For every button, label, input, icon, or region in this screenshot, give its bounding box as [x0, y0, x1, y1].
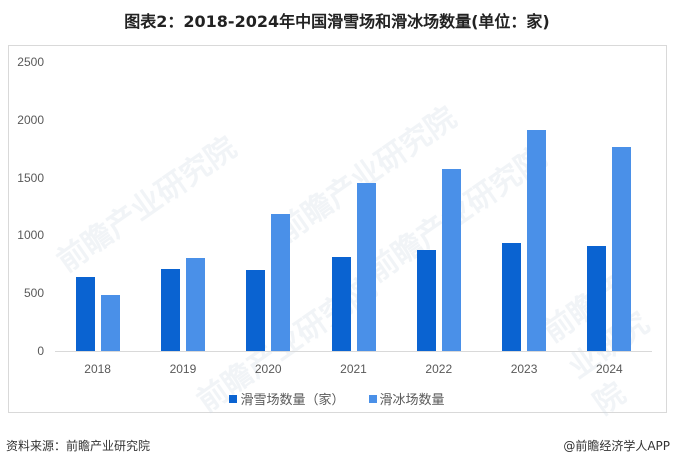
x-tick-label: 2020: [254, 362, 282, 376]
bar-ice-rinks: [527, 129, 547, 351]
legend-label-ski: 滑雪场数量（家）: [240, 393, 345, 408]
y-tick-label: 1500: [17, 170, 44, 185]
y-tick-label: 2000: [17, 112, 44, 127]
bar-ice-rinks: [100, 294, 120, 351]
x-tick-label: 2019: [169, 362, 197, 376]
bar-ice-rinks: [441, 168, 461, 351]
x-tick-label: 2023: [510, 362, 538, 376]
chart-title: 图表2：2018-2024年中国滑雪场和滑冰场数量(单位：家): [124, 12, 550, 31]
legend-item-ice: 滑冰场数量: [368, 389, 445, 408]
bar-ski-resorts: [331, 257, 351, 351]
x-tick-label: 2022: [425, 362, 453, 376]
chart-frame: [8, 45, 667, 413]
y-tick-label: 500: [23, 286, 44, 301]
bar-ski-resorts: [246, 270, 266, 351]
x-tick-label: 2018: [84, 362, 111, 376]
y-tick-label: 0: [37, 344, 44, 358]
bar-ski-resorts: [416, 249, 436, 351]
legend-item-ski: 滑雪场数量（家）: [229, 389, 345, 408]
credit-note: @前瞻经济学人APP: [563, 439, 670, 453]
bar-ski-resorts: [587, 246, 607, 351]
y-tick-label: 2500: [17, 55, 44, 69]
x-tick-label: 2021: [340, 362, 367, 376]
bar-ice-rinks: [185, 257, 205, 351]
x-axis-line: [55, 351, 652, 352]
x-tick-label: 2024: [595, 362, 623, 376]
legend: 滑雪场数量（家） 滑冰场数量: [0, 389, 674, 408]
source-note: 资料来源：前瞻产业研究院: [6, 439, 151, 453]
bar-ski-resorts: [75, 277, 95, 351]
bar-ice-rinks: [612, 146, 632, 351]
bar-ice-rinks: [271, 214, 291, 351]
y-tick-label: 1000: [17, 228, 44, 243]
legend-swatch-ski-icon: [229, 394, 238, 403]
bar-ice-rinks: [356, 183, 376, 351]
legend-swatch-ice-icon: [368, 394, 377, 403]
legend-label-ice: 滑冰场数量: [379, 393, 445, 408]
bar-ski-resorts: [160, 268, 180, 351]
bar-ski-resorts: [502, 243, 522, 351]
